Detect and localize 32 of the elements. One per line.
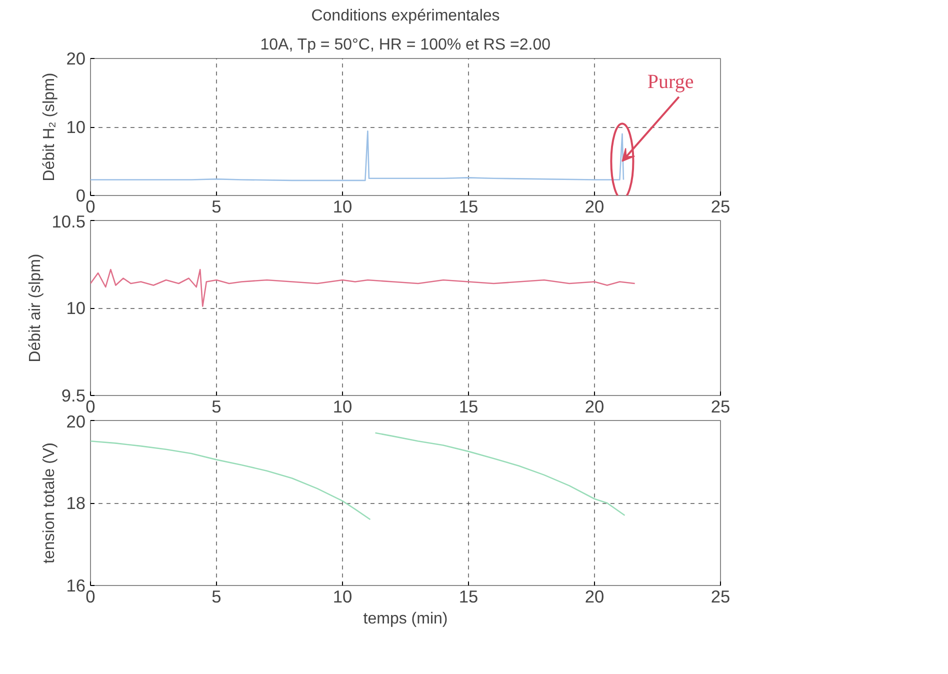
chart-subtitle: 10A, Tp = 50°C, HR = 100% et RS =2.00 (260, 36, 551, 54)
x-tick-label: 10 (332, 396, 352, 416)
x-tick-label: 10 (332, 586, 352, 606)
x-tick-label: 25 (710, 586, 730, 606)
y-tick-label: 20 (66, 412, 86, 432)
y-tick-label: 10.5 (52, 212, 86, 232)
y-axis-title: tension totale (V) (41, 442, 58, 564)
y-tick-label: 18 (66, 493, 86, 513)
x-tick-label: 20 (584, 396, 604, 416)
line-series (90, 130, 624, 182)
x-tick-label: 25 (710, 396, 730, 416)
y-axis-title: Débit air (slpm) (26, 254, 44, 362)
x-tick-label: 20 (584, 586, 604, 606)
y-tick-label: 10 (66, 117, 86, 137)
y-tick-label: 20 (66, 48, 86, 68)
x-tick-label: 15 (458, 396, 478, 416)
x-tick-label: 5 (212, 396, 222, 416)
chart-title: Conditions expérimentales (311, 8, 500, 24)
x-tick-label: 25 (710, 196, 730, 216)
x-axis-title: temps (min) (363, 610, 448, 628)
x-tick-label: 5 (212, 586, 222, 606)
x-tick-label: 15 (458, 196, 478, 216)
y-axis-title: Débit H₂ (slpm) (41, 72, 58, 182)
x-tick-label: 5 (212, 196, 222, 216)
y-tick-label: 9.5 (61, 386, 86, 406)
y-tick-label: 10 (66, 298, 86, 318)
y-tick-label: 16 (66, 576, 86, 596)
line-series (90, 268, 636, 307)
x-tick-label: 15 (458, 586, 478, 606)
x-tick-label: 20 (584, 196, 604, 216)
x-tick-label: 10 (332, 196, 352, 216)
annotation: Purge (647, 70, 694, 93)
